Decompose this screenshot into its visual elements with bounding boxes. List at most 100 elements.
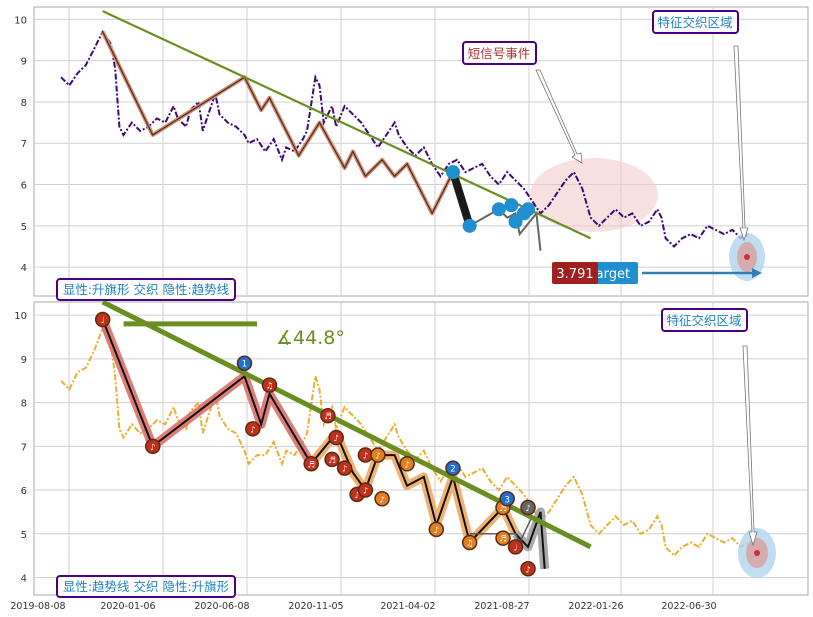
x-tick-label: 2020-01-06 (100, 601, 155, 612)
x-tick-label: 2020-11-05 (288, 601, 343, 612)
top-y-tick-label: 5 (21, 222, 27, 233)
bottom-target-zone (738, 528, 776, 578)
bottom-marker-dot (374, 491, 390, 507)
bottom-marker-glyph: 2 (450, 465, 455, 475)
bottom-marker: ♩ (94, 311, 111, 328)
bottom-y-tick-label: 8 (21, 399, 27, 410)
bottom-marker-dot (236, 355, 253, 371)
zone-arrow-bottom (742, 345, 758, 547)
bottom-marker: ♪ (336, 460, 353, 476)
bottom-marker-dot (303, 456, 319, 472)
bottom-marker-dot (399, 456, 415, 472)
bottom-marker: 3 (499, 491, 515, 507)
target-word: Target (589, 267, 630, 282)
bottom-marker-glyph: 3 (504, 495, 509, 505)
top-y-tick-label: 6 (21, 181, 27, 192)
bottom-marker-dot (428, 521, 445, 538)
bottom-marker-dot (445, 460, 461, 476)
bottom-marker: ♪ (374, 491, 390, 507)
bottom-marker-dot (261, 377, 278, 393)
bottom-marker-glyph: ♪ (363, 452, 368, 462)
x-tick-label: 2021-04-02 (380, 601, 435, 612)
bottom-marker-dot (328, 429, 344, 446)
bottom-marker-dot (507, 539, 524, 555)
bottom-marker-glyph: ♪ (334, 434, 339, 444)
top-marker (462, 218, 477, 233)
bottom-marker-dot (370, 447, 386, 463)
bottom-marker: 1 (236, 355, 253, 371)
bottom-marker-dot (144, 438, 161, 455)
bottom-marker: ♬ (320, 407, 336, 424)
bottom-y-tick-label: 9 (21, 355, 27, 366)
bottom-y-tick-label: 10 (14, 311, 27, 322)
bottom-marker: ♪ (245, 421, 261, 437)
top-marker (445, 165, 460, 180)
top-grid (34, 7, 808, 296)
bottom-marker-dot (94, 311, 111, 328)
event-zone-ellipse (530, 158, 658, 232)
bottom-marker-glyph: 1 (242, 360, 247, 370)
pattern-label-box-top (56, 278, 236, 301)
bottom-marker-glyph: ♬ (499, 504, 507, 514)
top-y-tick-label: 8 (21, 98, 27, 109)
bottom-marker-dot (320, 407, 336, 424)
x-tick-label: 2019-08-08 (10, 601, 65, 612)
bottom-marker-glyph: ♪ (342, 465, 347, 475)
event-label-box (462, 41, 537, 65)
bottom-marker-glyph: ♪ (150, 443, 155, 453)
bottom-marker-glyph: ♪ (379, 495, 384, 505)
bottom-marker: ♬ (303, 456, 319, 472)
bottom-marker-glyph: ♬ (328, 456, 336, 466)
bottom-marker-dot (520, 561, 536, 577)
bottom-marker-glyph: ♪ (525, 504, 530, 514)
bottom-marker-glyph: ♬ (499, 535, 507, 545)
bottom-y-tick-label: 6 (21, 486, 27, 497)
bottom-marker: ♪ (520, 499, 536, 516)
bottom-marker: ♫ (261, 377, 278, 393)
bottom-marker-glyph: ♪ (375, 452, 380, 462)
bottom-marker-glyph: ♩ (514, 543, 518, 553)
bottom-marker: ♪ (370, 447, 386, 463)
bottom-marker-dot (245, 421, 261, 437)
bottom-y-tick-label: 5 (21, 530, 27, 541)
x-tick-label: 2020-06-08 (194, 601, 249, 612)
bottom-marker: ♪ (399, 456, 415, 472)
x-tick-label: 2022-06-30 (661, 601, 716, 612)
bottom-marker-dot (324, 451, 340, 468)
bottom-flag-bars (469, 515, 533, 545)
top-bold-segment (449, 170, 474, 227)
bottom-marker: ♪ (328, 429, 344, 446)
bottom-y-tick-label: 7 (21, 442, 27, 453)
bottom-marker-glyph: ♪ (354, 491, 359, 501)
bottom-marker-glyph: ♬ (324, 412, 332, 422)
bottom-marker-glyph: ♩ (101, 316, 105, 326)
event-arrow (535, 69, 583, 164)
zone-arrow-top (733, 45, 749, 242)
bottom-marker: ♫ (461, 534, 478, 551)
bottom-marker-glyph: ♪ (250, 425, 255, 435)
bottom-core-line (101, 319, 546, 569)
x-tick-label: 2022-01-26 (568, 601, 623, 612)
bottom-marker-glyph: ♬ (307, 460, 315, 470)
x-tick-label: 2021-08-27 (474, 601, 529, 612)
top-price-line (60, 29, 750, 248)
top-zigzag-core (102, 31, 454, 215)
bottom-marker-dot (520, 499, 536, 516)
bottom-marker-dot (495, 530, 511, 546)
top-target-zone (729, 233, 765, 281)
bottom-marker: ♩ (507, 539, 524, 555)
angle-label: ∡44.8° (276, 327, 345, 349)
top-marker (504, 198, 519, 213)
target-value: 3.791 (556, 267, 593, 282)
bottom-marker-dot (461, 534, 478, 551)
bottom-marker: ♪ (357, 482, 374, 498)
bottom-marker: ♪ (144, 438, 161, 455)
bottom-marker: ♬ (324, 451, 340, 468)
bottom-marker-glyph: ♪ (434, 526, 439, 536)
bottom-marker-glyph: ♪ (363, 487, 368, 497)
bottom-marker-dot (499, 491, 515, 507)
zone-label-box-top (652, 10, 739, 34)
target-arrow-head (752, 268, 762, 278)
pattern-label-box-bottom (56, 575, 236, 598)
